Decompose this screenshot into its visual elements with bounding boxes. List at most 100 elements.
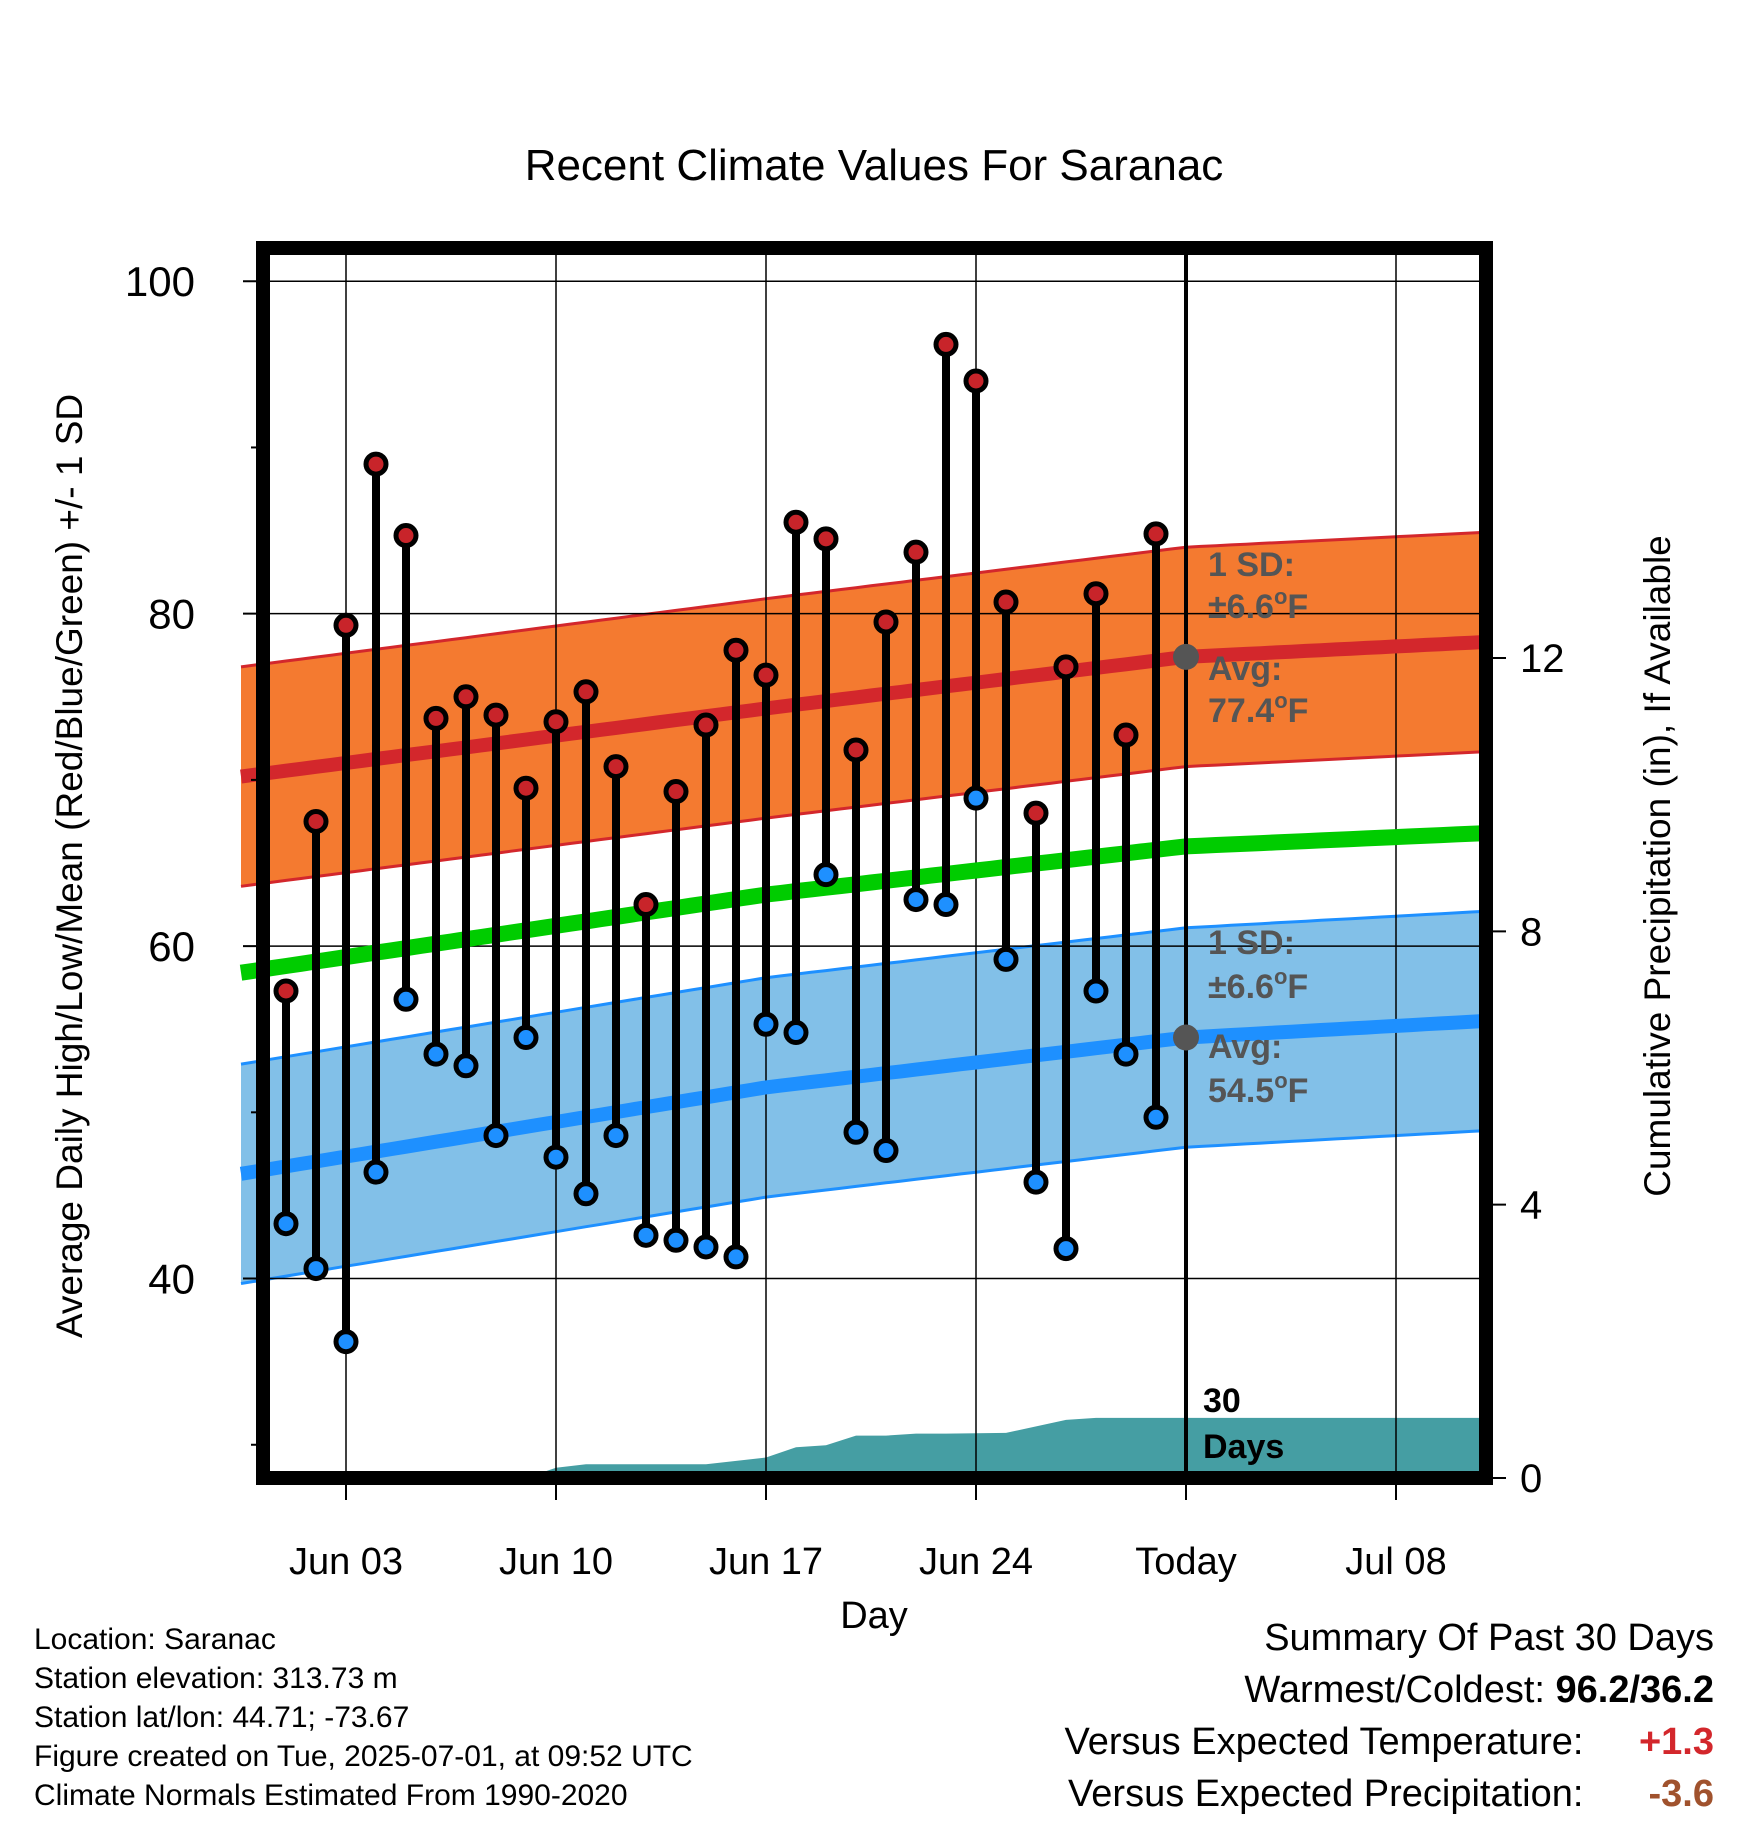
high-avg-label: Avg: <box>1208 650 1282 688</box>
y2-tick-label: 4 <box>1520 1184 1542 1228</box>
daily-high-dot <box>903 539 929 565</box>
daily-high-dot <box>423 705 449 731</box>
x-axis-label: Day <box>840 1595 908 1637</box>
plot-frame <box>256 241 1493 1485</box>
daily-high-dot <box>963 368 989 394</box>
daily-high-dot <box>1143 521 1169 547</box>
high-sd-value: ±6.6oF <box>1208 584 1308 626</box>
daily-high-dot <box>813 526 839 552</box>
y2-tick-label: 0 <box>1520 1457 1542 1501</box>
high-sd-upper-line <box>240 530 1487 669</box>
daily-low-dot <box>873 1138 899 1164</box>
daily-high-dot <box>573 679 599 705</box>
daily-low-dot <box>1113 1041 1139 1067</box>
daily-high-dot <box>663 779 689 805</box>
daily-low-dot <box>1143 1104 1169 1130</box>
daily-high-dot <box>753 662 779 688</box>
x-tick-label: Jun 24 <box>919 1541 1033 1583</box>
y2-axis-label: Cumulative Precipitation (in), If Availa… <box>1637 535 1678 1197</box>
days-label-word: Days <box>1203 1428 1284 1466</box>
daily-low-dot <box>903 887 929 913</box>
temp-label: Versus Expected Temperature: <box>1064 1721 1584 1763</box>
daily-low-dot <box>663 1227 689 1253</box>
precip-area <box>241 1417 1486 1478</box>
daily-low-dot <box>543 1144 569 1170</box>
low-avg-label: Avg: <box>1208 1028 1282 1066</box>
daily-high-dot <box>1023 800 1049 826</box>
daily-high-dot <box>483 702 509 728</box>
x-tick-label: Jul 08 <box>1345 1541 1446 1583</box>
location-text: Location: Saranac <box>34 1623 276 1656</box>
low-sd-band <box>241 911 1486 1284</box>
daily-high-dot <box>543 709 569 735</box>
x-tick-label: Jun 10 <box>499 1541 613 1583</box>
daily-low-dot <box>1083 978 1109 1004</box>
low-avg-marker <box>1173 1024 1199 1051</box>
precip-label: Versus Expected Precipitation: <box>1068 1773 1584 1815</box>
daily-low-dot <box>813 862 839 888</box>
daily-high-dot <box>513 775 539 801</box>
daily-low-dot <box>963 785 989 811</box>
x-tick-label: Jun 03 <box>289 1541 403 1583</box>
y-tick-label: 100 <box>125 258 195 305</box>
daily-low-dot <box>453 1053 479 1079</box>
daily-low-dot <box>693 1234 719 1260</box>
daily-low-dot <box>333 1329 359 1355</box>
y2-tick-label: 8 <box>1520 910 1542 954</box>
created-text: Figure created on Tue, 2025-07-01, at 09… <box>34 1740 693 1773</box>
latlon-text: Station lat/lon: 44.71; -73.67 <box>34 1701 410 1734</box>
daily-high-dot <box>633 892 659 918</box>
summary-precip-row: Versus Expected Precipitation: -3.6 <box>1065 1768 1714 1820</box>
low-sd-value: ±6.6oF <box>1208 964 1308 1006</box>
daily-high-dot <box>723 637 749 663</box>
daily-high-dot <box>603 754 629 780</box>
daily-high-dot <box>873 609 899 635</box>
daily-low-dot <box>993 946 1019 972</box>
daily-high-dot <box>693 712 719 738</box>
daily-high-dot <box>843 737 869 763</box>
daily-high-dot <box>303 808 329 834</box>
daily-high-dot <box>993 589 1019 615</box>
y-tick-label: 40 <box>148 1256 195 1303</box>
daily-low-dot <box>603 1123 629 1149</box>
summary-panel: Summary Of Past 30 Days Warmest/Coldest:… <box>1065 1612 1714 1820</box>
low-avg-line <box>239 1013 1487 1181</box>
daily-low-dot <box>363 1159 389 1185</box>
daily-high-dot <box>393 523 419 549</box>
warm-cold-label: Warmest/Coldest: <box>1244 1669 1545 1711</box>
daily-high-dot <box>1083 581 1109 607</box>
daily-low-dot <box>1053 1236 1079 1262</box>
daily-low-dot <box>423 1041 449 1067</box>
temp-value: +1.3 <box>1638 1721 1714 1763</box>
daily-high-dot <box>363 451 389 477</box>
y-axis-label: Average Daily High/Low/Mean (Red/Blue/Gr… <box>49 394 90 1338</box>
daily-low-dot <box>843 1119 869 1145</box>
elevation-text: Station elevation: 313.73 m <box>34 1662 398 1695</box>
x-tick-label: Jun 17 <box>709 1541 823 1583</box>
daily-low-dot <box>933 892 959 918</box>
chart-title: Recent Climate Values For Saranac <box>525 141 1224 190</box>
daily-low-dot <box>513 1025 539 1051</box>
low-sd-label: 1 SD: <box>1208 924 1295 962</box>
station-info: Location: Saranac Station elevation: 313… <box>34 1620 693 1815</box>
y2-tick-label: 12 <box>1520 637 1565 681</box>
warm-cold-value: 96.2/36.2 <box>1555 1669 1714 1711</box>
x-tick-label: Today <box>1135 1541 1236 1583</box>
high-avg-line <box>240 634 1487 784</box>
summary-temp-row: Versus Expected Temperature: +1.3 <box>1065 1716 1714 1768</box>
daily-low-dot <box>273 1211 299 1237</box>
daily-low-dot <box>753 1011 779 1037</box>
y-tick-label: 80 <box>148 591 195 638</box>
summary-warm-cold-row: Warmest/Coldest: 96.2/36.2 <box>1065 1664 1714 1716</box>
mean-avg-line <box>239 825 1487 981</box>
daily-low-dot <box>303 1256 329 1282</box>
daily-high-dot <box>273 978 299 1004</box>
precip-value: -3.6 <box>1648 1773 1714 1815</box>
daily-high-dot <box>333 612 359 638</box>
low-sd-lower-line <box>240 1129 1487 1285</box>
high-avg-marker <box>1173 643 1199 670</box>
high-sd-label: 1 SD: <box>1208 546 1295 584</box>
daily-low-dot <box>633 1222 659 1248</box>
summary-title: Summary Of Past 30 Days <box>1264 1617 1714 1659</box>
